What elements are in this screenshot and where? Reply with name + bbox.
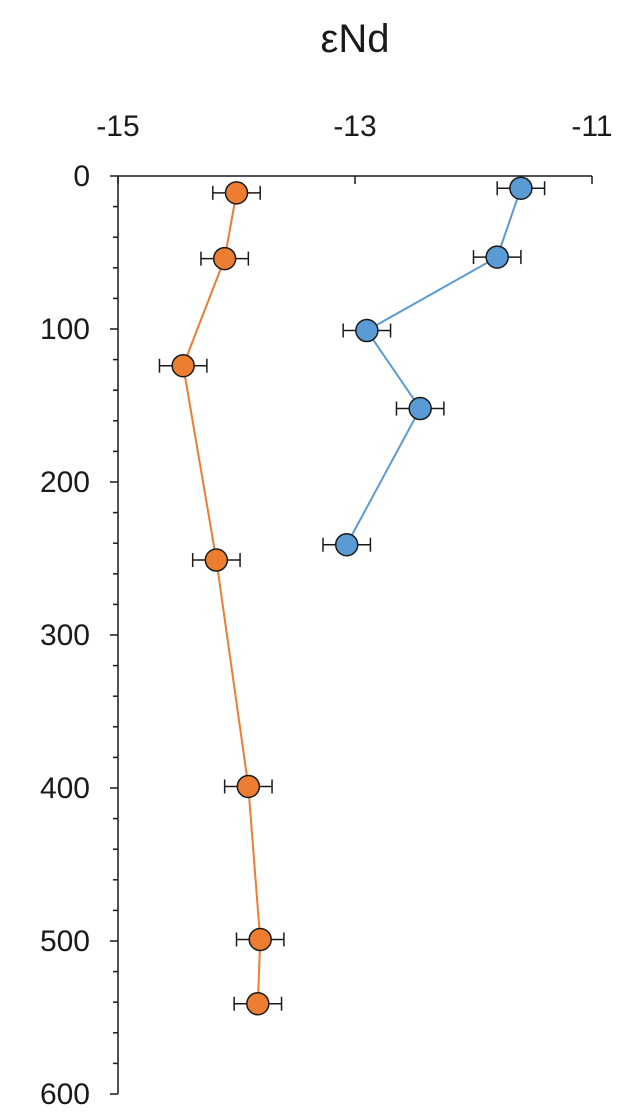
data-point xyxy=(204,548,229,572)
y-tick-label: 600 xyxy=(40,1078,90,1111)
y-tick-label: 300 xyxy=(40,619,90,652)
data-point xyxy=(246,991,270,1016)
axes: -15 -13 -11 0 100 200 300 400 500 600 xyxy=(40,110,613,1111)
series-line xyxy=(345,187,522,546)
y-tick-label: 500 xyxy=(40,925,90,958)
data-point xyxy=(334,532,359,557)
data-point xyxy=(224,181,249,205)
y-tick-label: 0 xyxy=(73,160,90,193)
data-point xyxy=(408,396,432,421)
y-tick-label: 100 xyxy=(40,313,90,346)
x-tick-label: -15 xyxy=(96,110,139,143)
data-point xyxy=(236,774,261,799)
data-point xyxy=(248,927,272,952)
chart-title: εNd xyxy=(321,17,390,61)
data-point xyxy=(485,245,509,269)
data-point xyxy=(355,318,379,343)
series-1 xyxy=(322,176,546,557)
data-point xyxy=(212,246,237,271)
y-tick-label: 400 xyxy=(40,772,90,805)
data-point xyxy=(171,353,195,378)
series-line xyxy=(182,192,262,1004)
y-tick-label: 200 xyxy=(40,466,90,499)
data-point xyxy=(509,176,533,200)
x-tick-label: -13 xyxy=(333,110,376,143)
series-layer xyxy=(158,176,546,1016)
series-2 xyxy=(158,181,285,1016)
x-tick-label: -11 xyxy=(571,110,612,143)
